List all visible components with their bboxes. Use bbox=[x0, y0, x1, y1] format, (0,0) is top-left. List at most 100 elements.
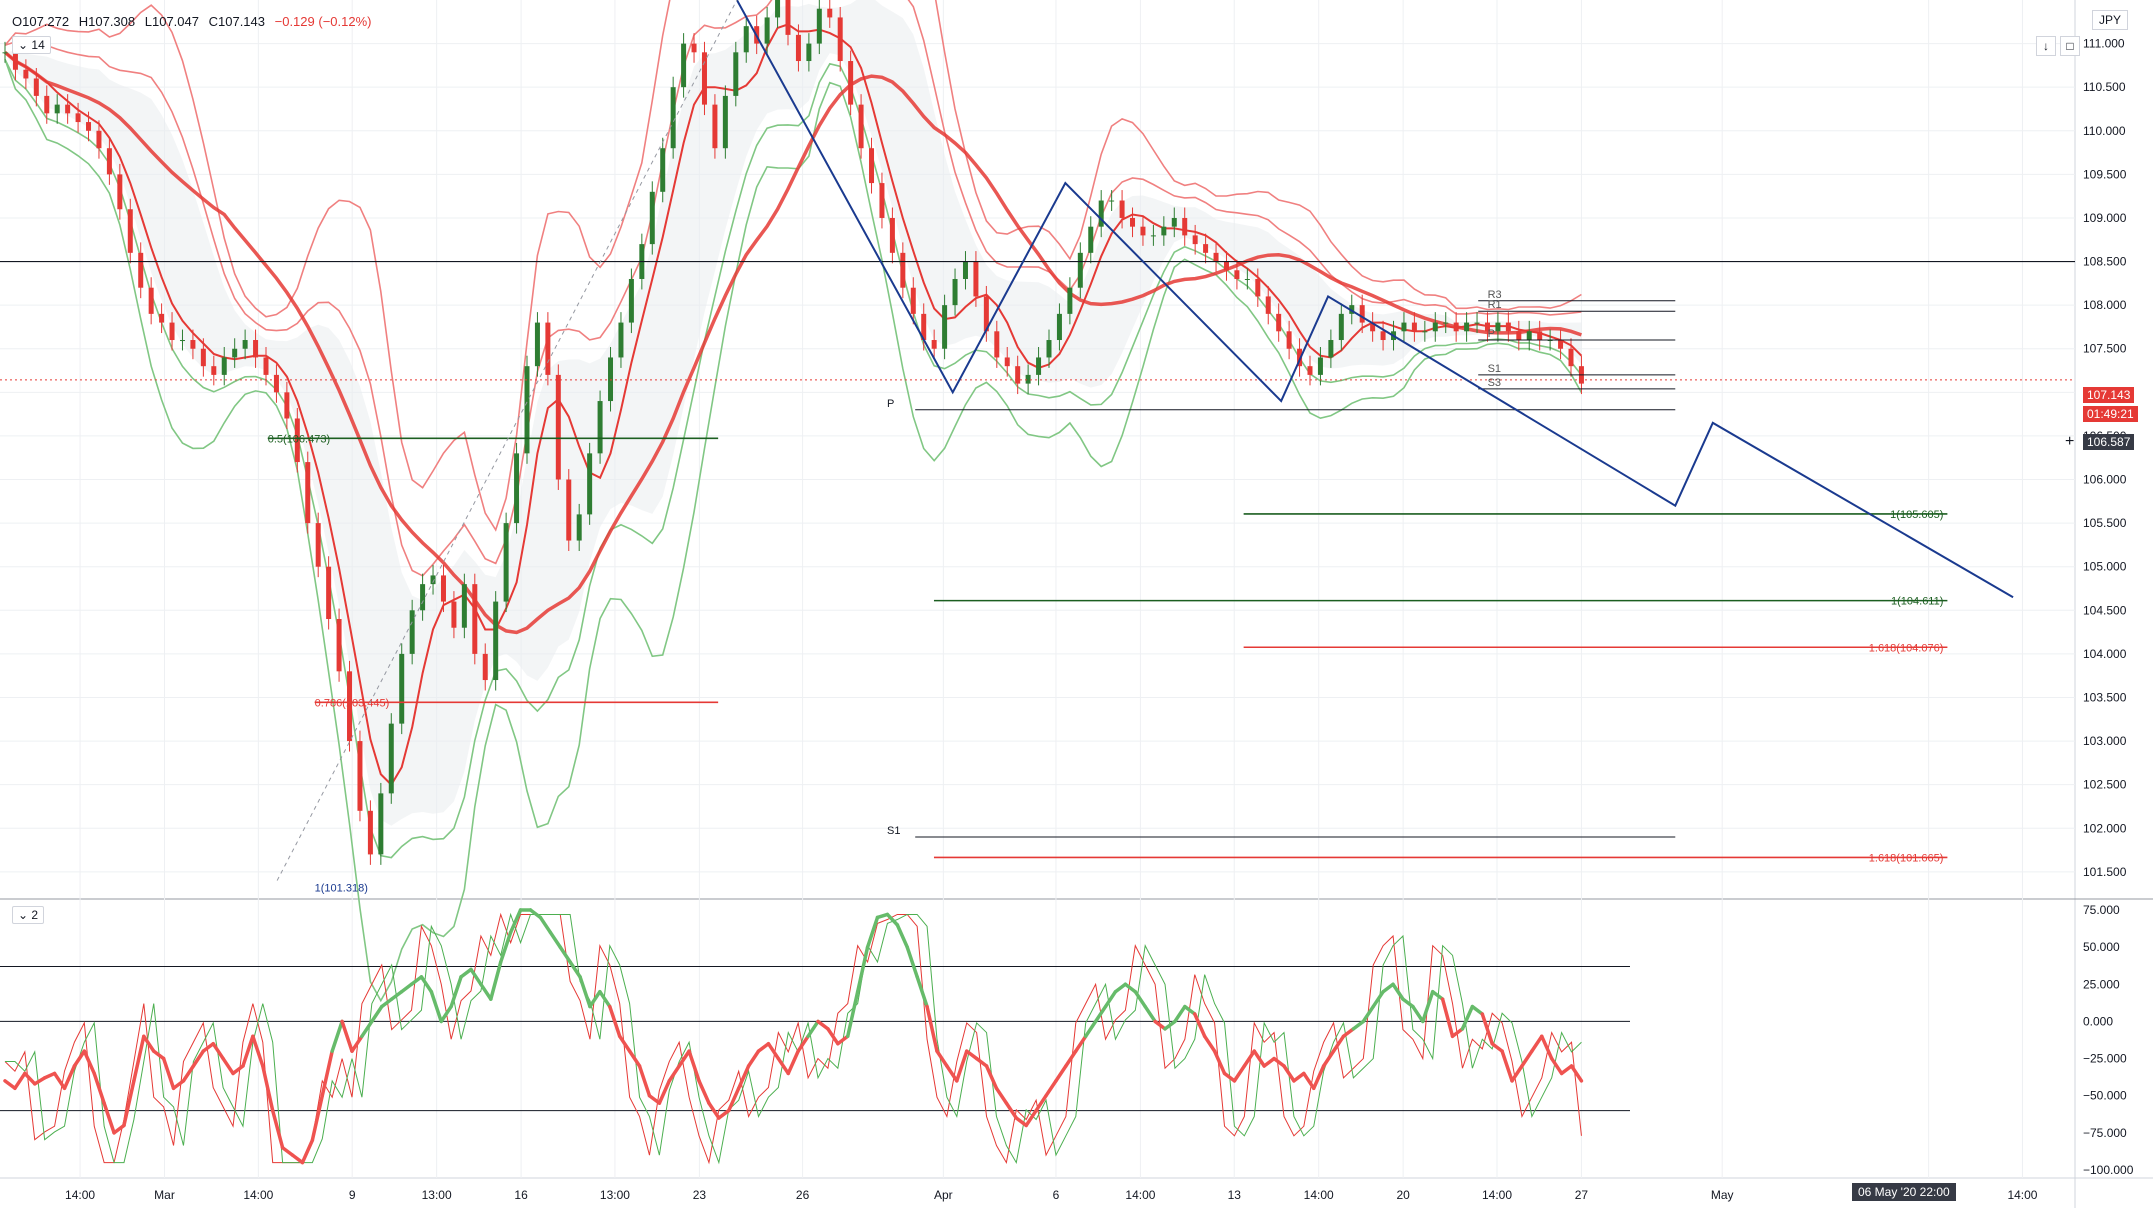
osc-thick-segment bbox=[112, 1123, 126, 1135]
time-tick-label: 16 bbox=[514, 1188, 528, 1202]
osc-thick-segment bbox=[974, 1056, 989, 1068]
osc-thick-segment bbox=[251, 1034, 265, 1068]
candle-body bbox=[12, 52, 18, 70]
osc-thick-segment bbox=[1331, 1034, 1346, 1053]
fib-label: 1.618(104.076) bbox=[1869, 642, 1944, 654]
candle-body bbox=[1432, 322, 1438, 332]
currency-button[interactable]: JPY bbox=[2092, 10, 2129, 30]
candle-body bbox=[1109, 200, 1115, 202]
osc-thick-segment bbox=[915, 975, 929, 1009]
osc-thick-segment bbox=[746, 1049, 761, 1068]
osc-thick-segment bbox=[905, 945, 919, 979]
candle-body bbox=[117, 174, 123, 210]
candle-body bbox=[889, 217, 895, 253]
osc-thick-segment bbox=[310, 1093, 325, 1143]
osc-thick-segment bbox=[1064, 1049, 1078, 1068]
osc-thick-segment bbox=[1163, 1019, 1177, 1031]
time-tick-label: 14:00 bbox=[1125, 1188, 1155, 1202]
candle-body bbox=[1537, 331, 1543, 341]
ohlc-change: −0.129 (−0.12%) bbox=[274, 14, 372, 29]
price-tick-label: 111.000 bbox=[2083, 37, 2125, 51]
candle-body bbox=[618, 322, 624, 358]
osc-thick-segment bbox=[885, 912, 900, 927]
candle-body bbox=[148, 287, 154, 314]
bollinger-band-0 bbox=[4, 0, 1582, 577]
time-tick-label: Apr bbox=[934, 1188, 953, 1202]
price-tick-label: 107.500 bbox=[2083, 342, 2127, 356]
main-indicator-badge[interactable]: ⌄ 14 bbox=[12, 36, 51, 54]
osc-thick-segment bbox=[191, 1049, 206, 1068]
candle-body bbox=[1297, 348, 1303, 367]
candle-body bbox=[1558, 340, 1564, 349]
osc-thick-segment bbox=[1252, 1049, 1266, 1068]
plus-icon[interactable]: + bbox=[2065, 433, 2075, 450]
osc-thick-segment bbox=[1351, 1019, 1366, 1031]
candle-body bbox=[75, 113, 81, 123]
pivot-label-S1: S1 bbox=[1488, 363, 1501, 375]
osc-thick-segment bbox=[1123, 982, 1138, 994]
osc-thick-segment bbox=[1024, 1108, 1038, 1128]
candle-body bbox=[1015, 366, 1021, 384]
osc-thick-segment bbox=[13, 1071, 27, 1091]
pivot-label-S3: S3 bbox=[1488, 377, 1501, 389]
osc-thick-segment bbox=[469, 967, 483, 987]
osc-thick-segment bbox=[1549, 1056, 1564, 1076]
osc-thick-segment bbox=[429, 989, 443, 1024]
candle-body bbox=[785, 0, 791, 35]
osc-thick-segment bbox=[865, 915, 880, 949]
candle-body bbox=[566, 479, 572, 541]
candle-body bbox=[44, 95, 50, 114]
candle-body bbox=[1338, 313, 1344, 341]
osc-thick-segment bbox=[1371, 989, 1385, 1009]
candle-body bbox=[1474, 322, 1480, 324]
time-tick-label: May bbox=[1711, 1188, 1734, 1202]
osc-thick-segment bbox=[1569, 1064, 1584, 1083]
candle-body bbox=[54, 104, 60, 114]
osc-thick-segment bbox=[1034, 1093, 1048, 1113]
osc-thick-segment bbox=[637, 1064, 652, 1098]
candle-body bbox=[733, 52, 739, 96]
candle-body bbox=[806, 43, 812, 62]
candle-body bbox=[23, 69, 29, 79]
osc-tick-label: −75.000 bbox=[2083, 1126, 2127, 1140]
osc-thick-segment bbox=[1183, 1004, 1197, 1016]
chevron-down-icon: ⌄ bbox=[18, 908, 29, 922]
arrow-down-icon[interactable]: ↓ bbox=[2036, 36, 2056, 56]
candle-body bbox=[1453, 322, 1459, 332]
candle-body bbox=[1317, 357, 1323, 375]
osc-thick-segment bbox=[588, 989, 602, 1009]
ohlc-open: O107.272 bbox=[12, 14, 70, 29]
osc-fast-red bbox=[4, 912, 1582, 1165]
candle-body bbox=[315, 523, 321, 567]
osc-thick-segment bbox=[1510, 1064, 1524, 1083]
candle-body bbox=[900, 252, 906, 288]
osc-indicator-badge[interactable]: ⌄ 2 bbox=[12, 906, 45, 924]
osc-thick-segment bbox=[1083, 1019, 1098, 1039]
osc-thick-segment bbox=[142, 1034, 156, 1053]
osc-thick-segment bbox=[330, 1019, 344, 1053]
osc-thick-segment bbox=[72, 1049, 87, 1068]
time-tick-label: 9 bbox=[349, 1188, 356, 1202]
candle-body bbox=[482, 653, 488, 681]
time-tick-label: 20 bbox=[1396, 1188, 1410, 1202]
osc-thick-segment bbox=[132, 1034, 146, 1083]
candle-body bbox=[1464, 322, 1470, 332]
osc-thick-segment bbox=[538, 915, 553, 935]
ohlc-low: L107.047 bbox=[144, 14, 199, 29]
candle-body bbox=[816, 8, 822, 44]
osc-thick-segment bbox=[181, 1064, 196, 1083]
candle-body bbox=[451, 601, 457, 628]
osc-thick-segment bbox=[32, 1076, 47, 1086]
candle-body bbox=[764, 17, 770, 44]
candle-body bbox=[326, 566, 332, 620]
price-tick-label: 110.000 bbox=[2083, 124, 2126, 138]
osc-thick-segment bbox=[122, 1079, 136, 1128]
fullscreen-icon[interactable]: □ bbox=[2060, 36, 2080, 56]
candle-body bbox=[952, 278, 958, 306]
price-tick-label: 110.500 bbox=[2083, 80, 2126, 94]
price-tick-label: 102.000 bbox=[2083, 821, 2127, 835]
osc-thick-segment bbox=[201, 1041, 215, 1053]
slow-ma-red bbox=[3, 50, 1582, 635]
candle-body bbox=[409, 610, 415, 654]
